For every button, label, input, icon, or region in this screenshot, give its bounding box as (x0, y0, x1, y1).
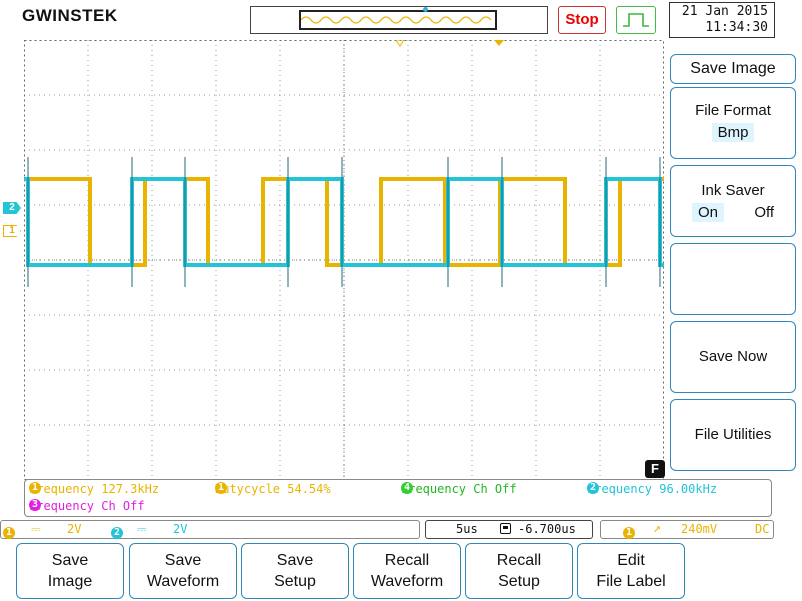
date-text: 21 Jan 2015 (681, 4, 768, 19)
file-utilities-button[interactable]: File Utilities (670, 399, 796, 471)
ink-saver-off: Off (754, 204, 775, 221)
measurement-3: 4 Frequency Ch Off (401, 482, 517, 496)
measurement-5: 3 Frequency Ch Off (29, 499, 145, 513)
ch1-status[interactable]: 1 (3, 522, 16, 539)
save-image-button[interactable]: Save Image (16, 543, 124, 599)
ch2-status[interactable]: 2 (111, 522, 124, 539)
rising-edge-icon: ↗ (653, 521, 661, 536)
overview-wave-icon (301, 16, 492, 24)
file-format-value: Bmp (711, 123, 755, 142)
trigger-status: 1 ↗ 240mV DC (600, 520, 774, 539)
waveform-display (24, 40, 664, 480)
timebase: 5us (456, 522, 478, 536)
trigger-coupling: DC (755, 522, 770, 536)
side-menu-empty-button[interactable] (670, 243, 796, 315)
side-menu-title: Save Image (670, 54, 796, 84)
dc-coupling-icon: ⎓ (31, 522, 41, 536)
file-format-button[interactable]: File Format Bmp (670, 87, 796, 159)
save-waveform-button[interactable]: Save Waveform (129, 543, 237, 599)
save-now-button[interactable]: Save Now (670, 321, 796, 393)
overview-position-dot (423, 7, 428, 12)
recall-waveform-button[interactable]: Recall Waveform (353, 543, 461, 599)
function-badge: F (645, 460, 665, 478)
horizontal-status: 5us -6.700us (425, 520, 593, 539)
waveform-traces (24, 157, 664, 287)
ch2-marker[interactable]: 2 (3, 202, 21, 214)
ch1-marker[interactable]: 1 (3, 225, 21, 237)
trigger-position-marker (395, 40, 405, 47)
time-text: 11:34:30 (705, 20, 768, 35)
horizontal-position-marker (494, 40, 504, 46)
run-stop-indicator[interactable]: Stop (558, 6, 606, 34)
ink-saver-on: On (691, 203, 724, 222)
recall-setup-button[interactable]: Recall Setup (465, 543, 573, 599)
brand-logo: GWINSTEK (22, 6, 118, 25)
trigger-source: 1 (623, 522, 636, 539)
horizontal-position-icon (500, 523, 511, 534)
overview-window (299, 10, 497, 30)
ink-saver-label: Ink Saver (701, 182, 765, 199)
ink-saver-button[interactable]: Ink Saver On Off (670, 165, 796, 237)
horizontal-position: -6.700us (518, 522, 576, 536)
ch2-scale: 2V (173, 522, 188, 536)
trigger-level: 240mV (681, 522, 718, 536)
trigger-edge-icon[interactable] (616, 6, 656, 34)
measurement-4: 2 Frequency 96.00kHz (587, 482, 718, 496)
dc-coupling-icon: ⎓ (137, 522, 147, 536)
file-format-label: File Format (695, 102, 771, 119)
edit-file-label-button[interactable]: Edit File Label (577, 543, 685, 599)
date-time-display: 21 Jan 2015 11:34:30 (669, 2, 775, 38)
ch1-scale: 2V (67, 522, 82, 536)
channel-status-bar: 1 ⎓ 2V 2 ⎓ 2V (0, 520, 420, 539)
save-setup-button[interactable]: Save Setup (241, 543, 349, 599)
waveform-overview (250, 6, 548, 34)
measurement-1: 1 Frequency 127.3kHz (29, 482, 160, 496)
measurement-2: 1 Dutycycle 54.54% (215, 482, 331, 496)
